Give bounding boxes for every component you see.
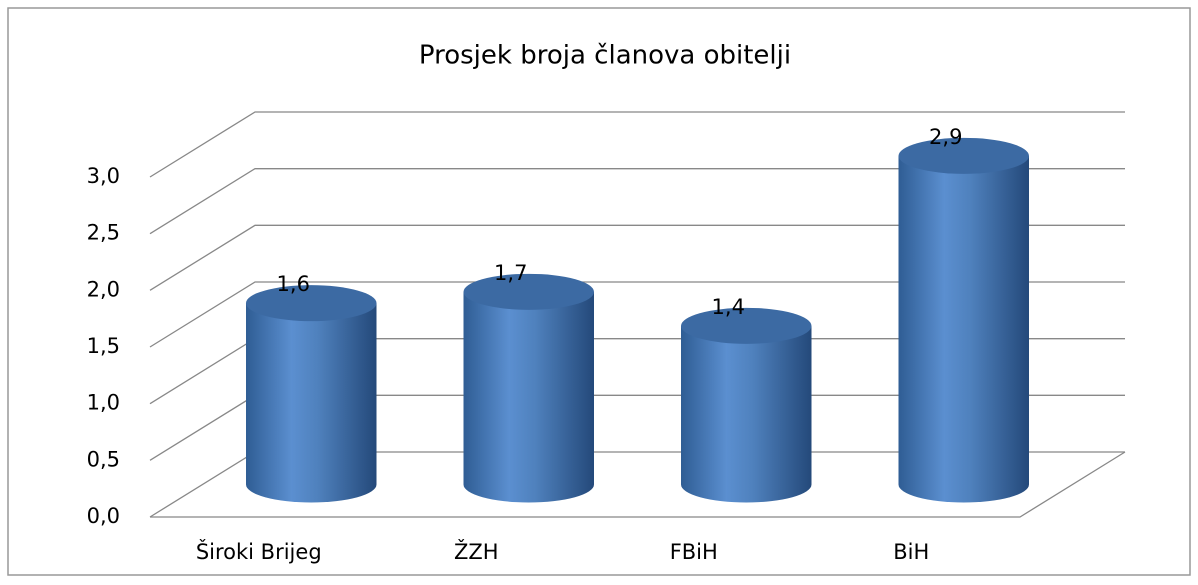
y-tick-label: 1,5 <box>87 334 120 358</box>
x-tick-label: FBiH <box>670 540 718 564</box>
x-tick-label: Široki Brijeg <box>196 539 322 564</box>
value-label: 1,4 <box>712 295 745 319</box>
x-tick-label: ŽZH <box>454 539 499 564</box>
x-tick-label: BiH <box>893 540 929 564</box>
bar <box>681 325 812 503</box>
grid-line <box>149 111 1125 178</box>
y-tick-label: 0,0 <box>87 504 120 528</box>
y-tick-label: 2,5 <box>87 221 120 245</box>
bar-top <box>898 137 1029 174</box>
bar <box>246 303 377 503</box>
y-tick-label: 1,0 <box>87 391 120 415</box>
floor <box>150 451 1126 518</box>
bar <box>898 155 1029 503</box>
bar-top <box>681 307 812 344</box>
y-tick-label: 3,0 <box>87 164 120 188</box>
bar <box>463 291 594 503</box>
chart-title: Prosjek broja članova obitelji <box>419 41 791 71</box>
value-label: 1,7 <box>494 261 527 285</box>
grid-line <box>149 168 1125 235</box>
bar-top <box>246 285 377 322</box>
bar-top <box>463 273 594 310</box>
grid-line <box>149 281 1125 348</box>
y-tick-label: 2,0 <box>87 277 120 301</box>
value-label: 1,6 <box>277 272 310 296</box>
value-label: 2,9 <box>929 125 962 149</box>
grid-line <box>149 224 1125 291</box>
y-tick-label: 0,5 <box>87 447 120 471</box>
